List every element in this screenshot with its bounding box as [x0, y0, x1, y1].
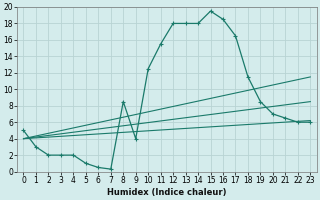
X-axis label: Humidex (Indice chaleur): Humidex (Indice chaleur): [107, 188, 227, 197]
